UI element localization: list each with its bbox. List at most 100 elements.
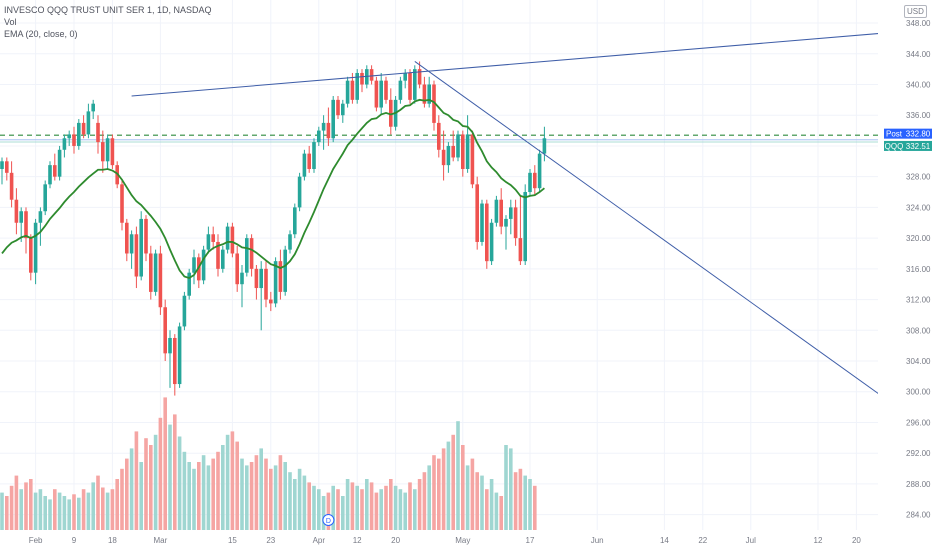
candle [96, 115, 100, 154]
price-tag: Post 332.80 [884, 128, 932, 139]
candle-body [341, 103, 345, 116]
volume-bar [379, 489, 383, 530]
volume-bar [230, 431, 235, 530]
y-tick-label: 308.00 [906, 326, 931, 335]
volume-bar [177, 436, 182, 530]
candle [374, 76, 379, 112]
candle-body [264, 268, 268, 300]
candle [24, 207, 28, 254]
volume-bar [221, 445, 225, 530]
candle-body [110, 138, 115, 166]
candle [403, 69, 407, 89]
volume-bar [355, 485, 359, 530]
candle [437, 115, 441, 158]
x-tick-label: 15 [228, 536, 237, 545]
volume-bar [182, 451, 187, 530]
candle-body [240, 272, 244, 285]
price-tag-value-box [904, 128, 932, 139]
price-tag-label-box [884, 140, 904, 151]
volume-bar [19, 489, 23, 530]
y-tick-label: 312.00 [906, 296, 931, 305]
candle [192, 249, 196, 285]
candle-body [288, 234, 292, 250]
candle-body [542, 138, 547, 154]
volume-bar [302, 475, 307, 530]
candle-body [91, 103, 95, 112]
candle [201, 245, 206, 285]
candle-body [77, 122, 81, 146]
volume-bar [264, 458, 268, 530]
volume-bar [389, 479, 393, 530]
candle [221, 245, 225, 273]
candle-body [134, 234, 139, 277]
volume-bars [0, 397, 537, 530]
volume-bar [72, 494, 76, 530]
volume-bar [312, 485, 316, 530]
volume-bar [427, 465, 431, 530]
volume-bar [48, 499, 52, 530]
candle [173, 334, 177, 396]
candle [245, 234, 249, 277]
candle [417, 61, 422, 89]
candle-body [408, 72, 412, 100]
volume-bar [120, 468, 124, 530]
volume-bar [33, 492, 38, 530]
candle [168, 330, 172, 388]
legend-ema[interactable]: EMA (20, close, 0) [4, 29, 78, 39]
candle-body [206, 234, 211, 250]
volume-bar [86, 492, 91, 530]
legend-symbol[interactable]: INVESCO QQQ TRUST UNIT SER 1, 1D, NASDAQ [4, 5, 212, 15]
volume-bar [43, 496, 47, 530]
volume-bar [470, 458, 475, 530]
candle [345, 76, 350, 108]
candle-body [513, 207, 518, 239]
y-tick-label: 344.00 [906, 50, 931, 59]
volume-bar [192, 468, 196, 530]
volume-bar [273, 465, 278, 530]
chart-legend: INVESCO QQQ TRUST UNIT SER 1, 1D, NASDAQ… [4, 4, 212, 40]
volume-bar [437, 458, 441, 530]
candle-body [57, 149, 62, 177]
candle [509, 199, 513, 235]
candle [129, 230, 134, 269]
x-tick-label: Jul [746, 536, 756, 545]
candle [480, 199, 484, 246]
legend-volume[interactable]: Vol [4, 17, 17, 27]
x-tick-label: 20 [852, 536, 861, 545]
currency-badge[interactable]: USD [904, 5, 927, 18]
candle-body [355, 72, 359, 100]
candle [259, 261, 263, 331]
volume-bar [225, 434, 230, 530]
candle [513, 199, 518, 246]
candle-body [19, 211, 23, 223]
candle [446, 142, 451, 173]
candle-body [489, 222, 494, 262]
volume-bar [269, 468, 273, 530]
candle [485, 199, 489, 269]
candle-body [254, 268, 259, 289]
candle-body [461, 134, 465, 169]
candle [533, 165, 537, 196]
candle [499, 188, 503, 235]
volume-bar [321, 496, 326, 530]
candle [461, 130, 465, 177]
candle [331, 96, 335, 143]
candle [278, 249, 283, 300]
candle [542, 126, 547, 162]
volume-bar [115, 479, 119, 530]
y-tick-label: 316.00 [906, 265, 931, 274]
volume-bar [81, 489, 86, 530]
candle [139, 211, 143, 281]
candle [230, 222, 235, 258]
volume-bar [513, 472, 518, 530]
candle-body [297, 176, 302, 208]
candle [77, 119, 81, 150]
candle-body [53, 165, 57, 177]
volume-bar [235, 441, 239, 530]
candle [125, 218, 129, 262]
price-tag-label-box [884, 128, 904, 139]
y-tick-label: 304.00 [906, 357, 931, 366]
x-tick-label: Mar [154, 536, 168, 545]
candle-body [153, 253, 158, 292]
